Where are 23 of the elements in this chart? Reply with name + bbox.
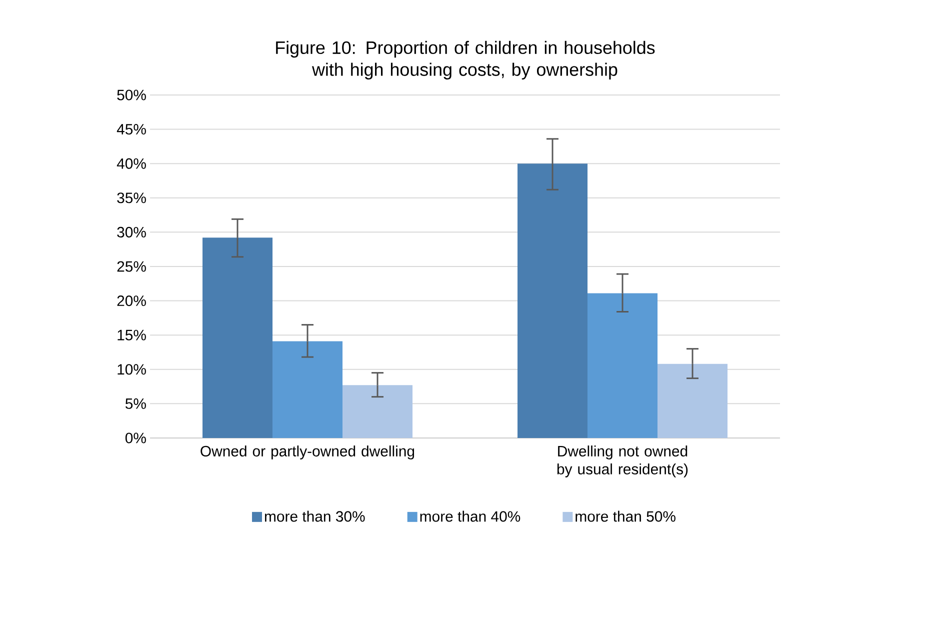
y-tick-label: 30% [117, 226, 146, 238]
y-tick-label: 20% [117, 295, 146, 306]
bar [342, 385, 413, 438]
legend-label: more than 40% [420, 510, 520, 522]
bar [588, 293, 658, 438]
y-tick-label: 15% [118, 330, 146, 340]
y-tick-label: 45% [116, 124, 146, 135]
bar [272, 341, 343, 438]
legend-label: more than 30% [264, 510, 365, 522]
bar [202, 238, 273, 438]
y-tick-label: 10% [118, 364, 146, 375]
bar [518, 164, 588, 438]
x-tick-label: Dwelling not owned by usual resident(s) [557, 446, 688, 478]
y-tick-label: 35% [117, 192, 146, 204]
bar [658, 364, 728, 438]
y-tick-label: 5% [125, 398, 146, 409]
y-tick-label: 0% [125, 432, 146, 444]
legend-label: more than 50% [576, 510, 676, 522]
y-tick-label: 50% [117, 90, 146, 100]
y-tick-label: 25% [117, 261, 146, 272]
y-tick-label: 40% [116, 158, 146, 169]
x-tick-label: Owned or partly-owned dwelling [200, 446, 414, 460]
chart-title: Figure 10: Proportion of children in households with high housing costs, by ownership [276, 40, 655, 80]
